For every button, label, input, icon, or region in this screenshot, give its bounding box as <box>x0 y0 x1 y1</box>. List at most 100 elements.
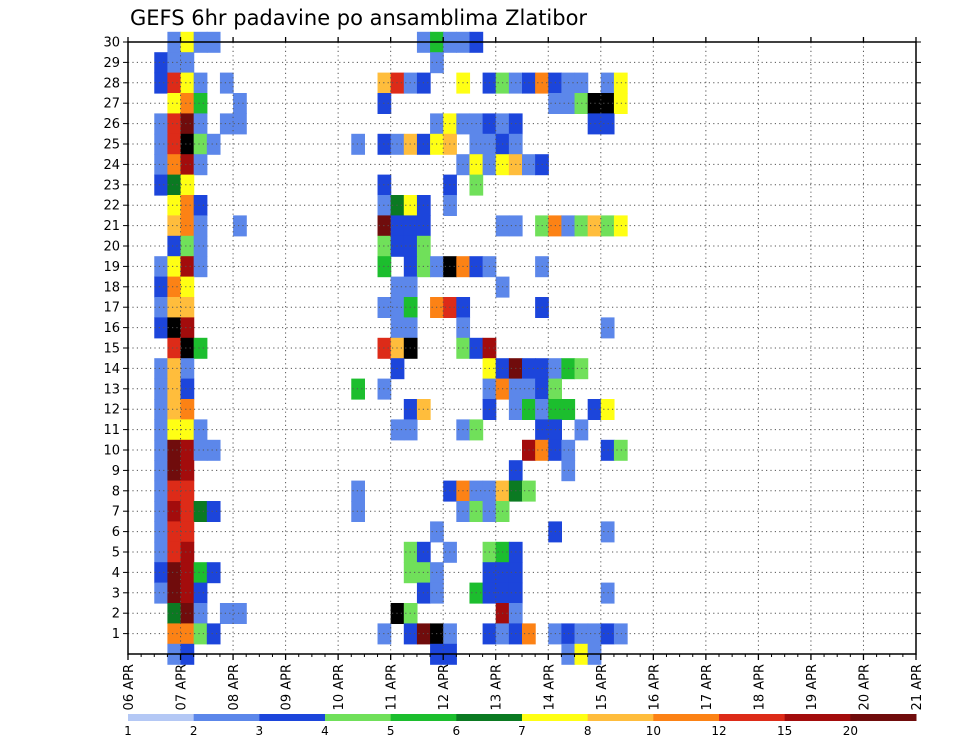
y-tick-label: 13 <box>103 382 120 397</box>
heatmap-cell <box>180 460 195 482</box>
y-tick-label: 21 <box>103 219 120 234</box>
heatmap-cell <box>167 419 182 441</box>
heatmap-cell <box>193 501 208 522</box>
heatmap-cell <box>154 72 168 94</box>
heatmap-cell <box>167 133 182 155</box>
x-tick-label: 12 APR <box>437 664 452 710</box>
y-tick-label: 15 <box>103 342 120 357</box>
y-tick-label: 7 <box>112 505 120 520</box>
heatmap-cell <box>180 93 195 114</box>
colorbar-swatch <box>719 714 786 721</box>
heatmap-cell <box>154 582 168 604</box>
heatmap-cell <box>180 623 195 645</box>
heatmap-cell <box>180 174 195 196</box>
heatmap-cell <box>180 378 195 400</box>
heatmap-cell <box>180 215 195 237</box>
heatmap-cell <box>167 378 182 400</box>
heatmap-cell <box>193 623 208 645</box>
heatmap-cell <box>206 439 221 461</box>
colorbar-label: 6 <box>453 724 461 738</box>
heatmap-cell <box>167 521 182 543</box>
heatmap-cell <box>154 439 168 461</box>
heatmap-cell <box>206 501 221 522</box>
heatmap-cell <box>154 378 168 400</box>
heatmap-cell <box>233 113 247 135</box>
colorbar-swatch <box>259 714 326 721</box>
heatmap-cell <box>613 439 628 461</box>
heatmap-cell <box>167 52 182 74</box>
heatmap-cell <box>193 235 208 257</box>
heatmap-cell <box>167 541 182 563</box>
heatmap-cell <box>167 399 182 420</box>
heatmap-cell <box>193 419 208 441</box>
heatmap-cell <box>193 337 208 359</box>
colorbar-swatch <box>325 714 392 721</box>
y-tick-label: 19 <box>103 260 120 275</box>
y-tick-label: 28 <box>103 76 120 91</box>
heatmap-cell <box>154 419 168 441</box>
heatmap-cell <box>180 256 195 278</box>
heatmap-cell <box>180 133 195 155</box>
x-tick-label: 10 APR <box>332 664 347 710</box>
heatmap-cell <box>167 297 182 318</box>
colorbar-label: 4 <box>321 724 329 738</box>
colorbar-swatch <box>456 714 523 721</box>
heatmap-cell <box>233 603 247 624</box>
heatmap-cell <box>180 501 195 522</box>
y-tick-label: 6 <box>112 525 120 540</box>
y-tick-label: 16 <box>103 321 120 336</box>
colorbar: 1 2 3 4 5 6 7 8 10 12 15 20 <box>124 714 917 738</box>
heatmap-cell <box>154 501 168 522</box>
x-tick-label: 14 APR <box>542 664 557 710</box>
y-tick-label: 1 <box>112 627 120 642</box>
heatmap-cell <box>180 297 195 318</box>
heatmap-cell <box>167 235 182 257</box>
y-tick-label: 17 <box>103 301 120 316</box>
heatmap-cell <box>167 154 182 176</box>
heatmap-cell <box>180 113 195 135</box>
heatmap-cell <box>193 72 208 94</box>
heatmap-cell <box>219 72 234 94</box>
heatmap-cell <box>219 603 234 624</box>
heatmap-cell <box>180 337 195 359</box>
heatmap-cell <box>154 297 168 318</box>
x-tick-label: 07 APR <box>175 664 190 710</box>
heatmap-cell <box>613 72 628 94</box>
heatmap-cell <box>193 154 208 176</box>
colorbar-swatch <box>850 714 917 721</box>
heatmap-cell <box>167 582 182 604</box>
heatmap-cell <box>180 235 195 257</box>
heatmap-cell <box>167 603 182 624</box>
colorbar-label: 8 <box>584 724 592 738</box>
y-axis: 1234567891011121314151617181920212223242… <box>103 36 921 642</box>
heatmap-cell <box>180 541 195 563</box>
heatmap-cell <box>193 439 208 461</box>
x-tick-label: 21 APR <box>910 664 925 710</box>
heatmap-cell <box>167 195 182 216</box>
heatmap-cell <box>219 113 234 135</box>
colorbar-swatch <box>522 714 589 721</box>
x-tick-label: 13 APR <box>490 664 505 710</box>
heatmap-cell <box>193 256 208 278</box>
x-tick-label: 06 APR <box>122 664 137 710</box>
heatmap-cell <box>167 480 182 502</box>
y-tick-label: 25 <box>103 138 120 153</box>
heatmap-cell <box>180 358 195 380</box>
heatmap-cell <box>613 623 628 645</box>
heatmap-cell <box>180 603 195 624</box>
heatmap-cell <box>154 154 168 176</box>
y-tick-label: 29 <box>103 56 120 71</box>
heatmap-cell <box>206 133 221 155</box>
heatmap-cell <box>233 93 247 114</box>
heatmap-cell <box>351 133 365 155</box>
heatmap-cell <box>167 501 182 522</box>
y-tick-label: 3 <box>112 586 120 601</box>
y-tick-label: 5 <box>112 546 120 561</box>
x-tick-label: 16 APR <box>647 664 662 710</box>
heatmap-cell <box>180 480 195 502</box>
heatmap-cell <box>193 215 208 237</box>
y-tick-label: 2 <box>112 607 120 622</box>
heatmap-cell <box>193 113 208 135</box>
heatmap-cell <box>154 317 168 339</box>
heatmap-cell <box>206 562 221 584</box>
